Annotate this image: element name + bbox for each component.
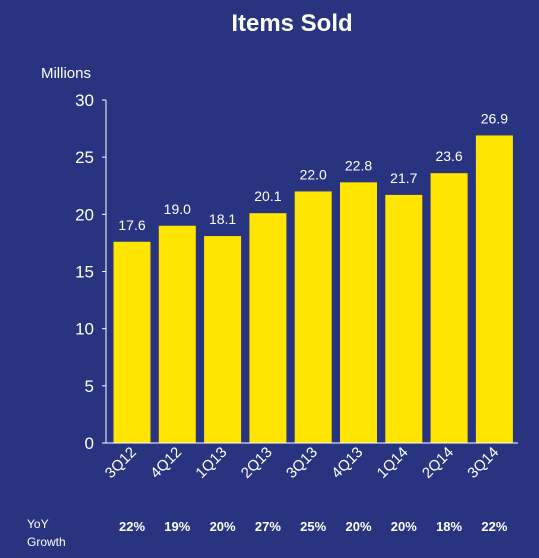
growth-value: 20%	[210, 519, 236, 534]
y-tick-label: 15	[75, 263, 94, 282]
value-label: 22.0	[300, 166, 327, 182]
growth-label-line2: Growth	[27, 535, 66, 549]
y-tick-label: 30	[75, 91, 94, 110]
growth-value: 25%	[300, 519, 326, 534]
y-tick-label: 20	[75, 205, 94, 224]
value-label: 21.7	[390, 170, 417, 186]
x-axis-labels: 3Q12 4Q12 1Q13 2Q13 3Q13 4Q13 1Q14 2Q14 3Q14	[102, 444, 502, 482]
y-tick-label: 25	[75, 148, 94, 167]
growth-value: 27%	[255, 519, 281, 534]
x-tick-label: 3Q14	[464, 444, 502, 482]
chart-title: Items Sold	[231, 10, 352, 37]
y-axis-ticks: 0 5 10 15 20 25 30	[75, 91, 106, 453]
value-label: 23.6	[435, 148, 462, 164]
growth-row: 22% 19% 20% 27% 25% 20% 20% 18% 22%	[119, 519, 508, 534]
value-label: 22.8	[345, 157, 372, 173]
x-tick-label: 2Q13	[238, 444, 276, 482]
bar-4q13	[340, 182, 377, 443]
bar-2q14	[430, 173, 468, 443]
value-label: 20.1	[254, 188, 281, 204]
bar-2q13	[249, 213, 287, 443]
x-tick-label: 4Q12	[147, 444, 185, 482]
growth-value: 22%	[119, 519, 145, 534]
y-tick-label: 10	[75, 320, 94, 339]
value-label: 17.6	[118, 217, 145, 233]
growth-value: 22%	[481, 519, 507, 534]
x-tick-label: 1Q14	[374, 444, 412, 482]
growth-value: 20%	[391, 519, 417, 534]
bar-1q13	[204, 236, 242, 443]
x-tick-label: 3Q13	[283, 444, 321, 482]
value-label: 19.0	[164, 201, 191, 217]
value-label: 18.1	[209, 211, 236, 227]
x-tick-label: 4Q13	[328, 444, 366, 482]
bar-4q12	[158, 225, 196, 443]
value-label: 26.9	[481, 110, 508, 126]
bar-3q13	[294, 191, 332, 443]
bar-3q14	[475, 135, 513, 443]
growth-value: 18%	[436, 519, 462, 534]
y-axis-label: Millions	[41, 65, 91, 82]
growth-value: 20%	[345, 519, 371, 534]
x-tick-label: 1Q13	[192, 444, 230, 482]
bar-3q12	[113, 241, 151, 443]
value-labels: 17.6 19.0 18.1 20.1 22.0 22.8 21.7 23.6 26.9	[118, 110, 508, 232]
x-tick-label: 3Q12	[102, 444, 140, 482]
growth-value: 19%	[164, 519, 190, 534]
y-tick-label: 5	[85, 377, 94, 396]
y-tick-label: 0	[85, 434, 94, 453]
bar-1q14	[385, 194, 423, 443]
x-tick-label: 2Q14	[419, 444, 457, 482]
bars-group	[113, 135, 513, 443]
growth-label-line1: YoY	[27, 517, 49, 531]
